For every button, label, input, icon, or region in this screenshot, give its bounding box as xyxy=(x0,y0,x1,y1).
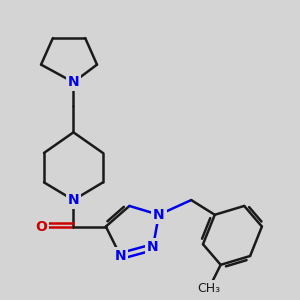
Text: N: N xyxy=(115,249,126,263)
Text: N: N xyxy=(147,240,159,254)
Text: N: N xyxy=(153,208,165,222)
Text: N: N xyxy=(68,75,79,89)
Text: N: N xyxy=(68,193,79,207)
Text: CH₃: CH₃ xyxy=(197,282,220,295)
Text: O: O xyxy=(35,220,47,234)
